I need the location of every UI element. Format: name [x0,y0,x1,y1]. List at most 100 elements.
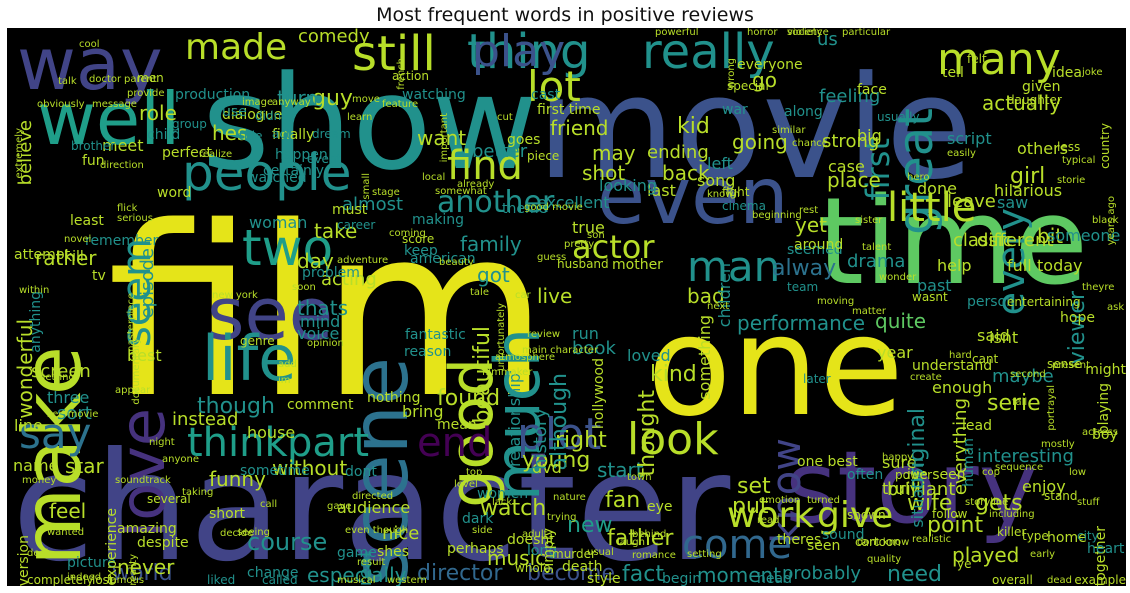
word-ending: ending [647,142,709,163]
word-drama: drama [847,251,906,272]
word-kill: kill [64,249,84,265]
word-least: least [70,213,104,229]
word-music: music [487,546,547,570]
word-kind: kind [650,362,697,387]
word-day: day [297,249,334,273]
word-love: love [106,408,179,538]
word-played: played [952,543,1020,567]
word-although: although [547,373,572,471]
word-children: children [715,263,734,328]
word-long: long [527,543,558,559]
word-father: father [607,526,674,551]
word-saw: saw [997,193,1029,212]
word-idea: idea [1052,65,1082,81]
word-relationship: relationship [505,373,524,468]
word-many: many [937,34,1061,85]
word-anything: anything [28,291,44,353]
word-extremely: extremely [14,128,25,179]
word-mostly: mostly [1041,439,1075,450]
word-pretty: pretty [564,239,595,250]
word-help: help [937,256,972,275]
word-watching: watching [402,87,466,103]
word-novel: novel [64,234,92,245]
word-thats: thats [297,296,349,320]
word-add: add [278,359,297,370]
word-entertaining: entertaining [1007,295,1081,309]
word-must: must [332,202,368,218]
word-didnt: didnt [255,109,286,123]
word-feeling: feeling [819,86,881,107]
word-mean: mean [437,417,477,433]
word-wonder: wonder [879,272,917,283]
word-year: year [877,343,913,362]
word-hero: hero [907,172,930,183]
word-character: character [12,421,731,586]
word-emotion: emotion [759,495,801,506]
word-feature: feature [382,99,419,110]
word-ask: ask [1107,302,1125,313]
word-hope: hope [1060,310,1095,326]
word-war: war [722,102,748,118]
word-murder: murder [552,547,596,561]
word-movie: movie [537,46,974,211]
word-understand: understand [912,358,993,374]
word-strong: strong [822,131,880,152]
word-group: group [172,117,207,131]
word-fight: fight [722,185,750,199]
word-little: little [887,185,977,231]
word-back: back [662,161,710,185]
word-serious: serious [117,213,153,224]
word-acting: acting [321,269,377,290]
word-hilarious: hilarious [994,181,1063,200]
word-tell: tell [942,65,964,81]
word-direction: direction [100,160,144,171]
word-almost: almost [342,194,404,215]
word-low: low [1069,467,1087,478]
word-sure: sure [882,453,917,472]
word-rather: rather [35,246,97,270]
word-funny: funny [209,467,266,491]
word-interesting: interesting [977,446,1074,467]
word-actor: actor [572,228,655,266]
word-atmosphere: atmosphere [495,352,555,363]
word-bad: bad [687,284,725,308]
word-perfect: perfect [162,145,212,161]
word-career: career [337,218,376,232]
word-dont-know: dont know [857,537,910,548]
word-woman: woman [249,213,308,232]
word-happen: happen [275,147,328,163]
word-short: short [209,506,245,522]
word-result: result [357,557,386,568]
word-along: along [784,104,823,120]
word-something: something [695,315,714,400]
word-family: family [460,232,522,256]
word-guess: guess [537,252,567,263]
word-romance: romance [632,550,676,561]
word-man: man [687,242,781,291]
word-person: person [967,294,1015,310]
word-tv: tv [92,268,106,284]
word-game: game [337,545,377,561]
word-especially: especially [307,563,407,586]
word-heart: heart [1087,541,1125,557]
word-never: never [117,555,175,579]
word-fun: fun [82,153,105,169]
word-part: part [287,420,370,466]
word-production: production [175,87,251,103]
word-small: small [361,173,372,200]
word-score: score [402,232,435,246]
word-several: several [147,492,191,506]
word-always: alway [772,256,837,281]
word-despite: despite [137,535,189,551]
word-instead: instead [172,409,239,430]
word-black: black [1092,215,1119,226]
word-storie: storie [1057,175,1086,186]
word-head: head [757,571,792,586]
word-doesnt: doesnt [507,532,555,548]
word-done: done [917,179,957,198]
word-good-movie: good movie [524,202,583,213]
word-cant: cant [972,352,999,366]
word-mother: mother [612,257,663,273]
word-gets: gets [975,491,1023,516]
word-coming: coming [389,228,426,239]
